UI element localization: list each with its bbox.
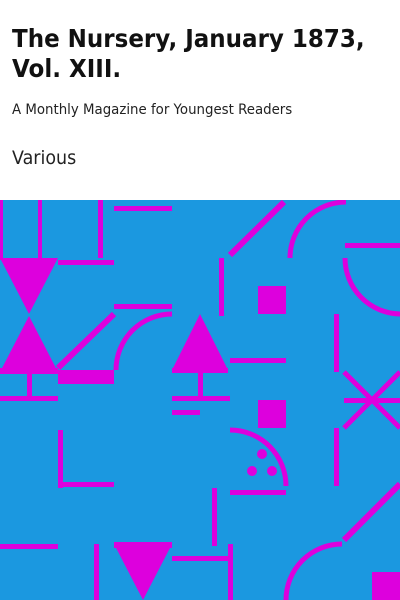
- book-subtitle: A Monthly Magazine for Youngest Readers: [12, 102, 293, 118]
- pattern-bar: [230, 358, 286, 363]
- pattern-bar: [198, 372, 203, 400]
- pattern-bar: [172, 556, 230, 561]
- pattern-arc: [283, 541, 343, 600]
- pattern-dot: [257, 449, 267, 459]
- pattern-bar: [0, 368, 58, 374]
- pattern-bar: [172, 368, 228, 373]
- pattern-bar: [0, 200, 3, 260]
- pattern-square: [258, 400, 286, 428]
- cover-pattern: [0, 200, 400, 600]
- pattern-bar: [228, 544, 233, 600]
- pattern-bar: [334, 428, 339, 486]
- pattern-bar: [334, 314, 339, 372]
- pattern-arc: [287, 200, 347, 259]
- pattern-bar: [172, 396, 230, 401]
- pattern-bar: [172, 410, 200, 415]
- book-author: Various: [12, 147, 77, 169]
- cover-header: The Nursery, January 1873, Vol. XIII. A …: [0, 0, 400, 200]
- pattern-bar: [230, 490, 286, 495]
- pattern-triangle: [0, 258, 58, 314]
- pattern-triangle: [0, 316, 58, 372]
- pattern-arc: [113, 311, 173, 371]
- pattern-square: [372, 572, 400, 600]
- pattern-bar: [114, 206, 172, 211]
- pattern-bar: [0, 544, 58, 549]
- pattern-bar: [344, 398, 400, 403]
- pattern-arc: [229, 427, 289, 487]
- pattern-arc: [342, 257, 400, 317]
- pattern-dot: [247, 466, 257, 476]
- book-title: The Nursery, January 1873, Vol. XIII.: [12, 24, 365, 83]
- pattern-bar: [345, 243, 400, 248]
- pattern-bar: [58, 260, 114, 265]
- pattern-bar: [27, 372, 32, 400]
- pattern-bar: [114, 304, 172, 309]
- pattern-square: [258, 286, 286, 314]
- pattern-bar: [212, 488, 217, 546]
- pattern-bar: [58, 482, 114, 487]
- pattern-triangle: [114, 544, 172, 600]
- pattern-dot: [267, 466, 277, 476]
- pattern-bar: [58, 370, 114, 384]
- pattern-bar: [219, 258, 224, 316]
- pattern-bar: [38, 200, 42, 258]
- pattern-bar: [94, 544, 99, 600]
- pattern-bar: [98, 200, 103, 258]
- pattern-triangle: [172, 314, 228, 370]
- pattern-diagonal: [227, 200, 287, 258]
- pattern-bar: [58, 430, 63, 488]
- pattern-diagonal: [341, 481, 400, 543]
- pattern-shapes: [0, 200, 400, 600]
- pattern-diagonal: [55, 311, 117, 371]
- pattern-bar: [0, 396, 58, 401]
